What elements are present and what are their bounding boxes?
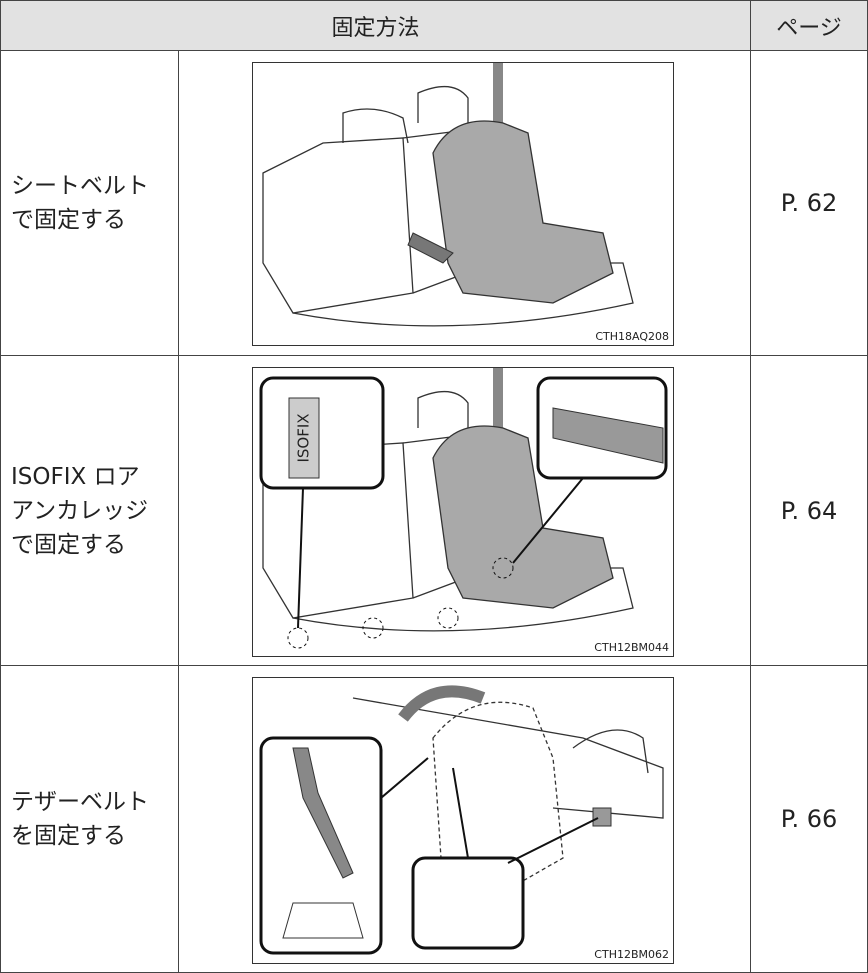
figure: ISOFIX CTH12BM044 xyxy=(252,367,674,657)
header-cell: 固定方法 xyxy=(0,0,751,51)
method-cell: ISOFIX ロア アンカレッジ で固定する xyxy=(0,355,179,666)
figure-code: CTH12BM044 xyxy=(594,641,669,654)
header-text: ページ xyxy=(776,15,842,41)
figure-code: CTH18AQ208 xyxy=(595,330,669,343)
method-cell: テザーベルト を固定する xyxy=(0,665,179,973)
method-cell: シートベルト で固定する xyxy=(0,50,179,356)
figure-label-box: ISOFIX xyxy=(289,398,319,478)
method-line: ISOFIX ロア xyxy=(11,463,140,490)
method-line: シートベルト xyxy=(11,173,149,199)
method-line: で固定する xyxy=(11,531,126,558)
method-line: を固定する xyxy=(11,823,126,849)
method-line: アンカレッジ xyxy=(11,497,149,524)
figure-label: ISOFIX xyxy=(295,413,313,463)
page-cell: P. 64 xyxy=(750,355,868,666)
figure: CTH18AQ208 xyxy=(252,62,674,346)
seat-illustration xyxy=(259,368,668,649)
page-cell: P. 66 xyxy=(750,665,868,973)
figure: CTH12BM062 xyxy=(252,677,674,964)
seat-illustration xyxy=(262,63,634,327)
page-ref: P. 64 xyxy=(780,496,838,525)
header-text: 固定方法 xyxy=(331,15,420,41)
figure-code: CTH12BM062 xyxy=(594,948,669,961)
page-cell: P. 62 xyxy=(750,50,868,356)
page-ref: P. 62 xyxy=(780,189,838,217)
method-line: で固定する xyxy=(11,207,126,233)
seat-illustration xyxy=(259,685,664,955)
page-ref: P. 66 xyxy=(780,805,838,833)
header-cell: ページ xyxy=(750,0,868,51)
method-line: テザーベルト xyxy=(11,789,149,815)
